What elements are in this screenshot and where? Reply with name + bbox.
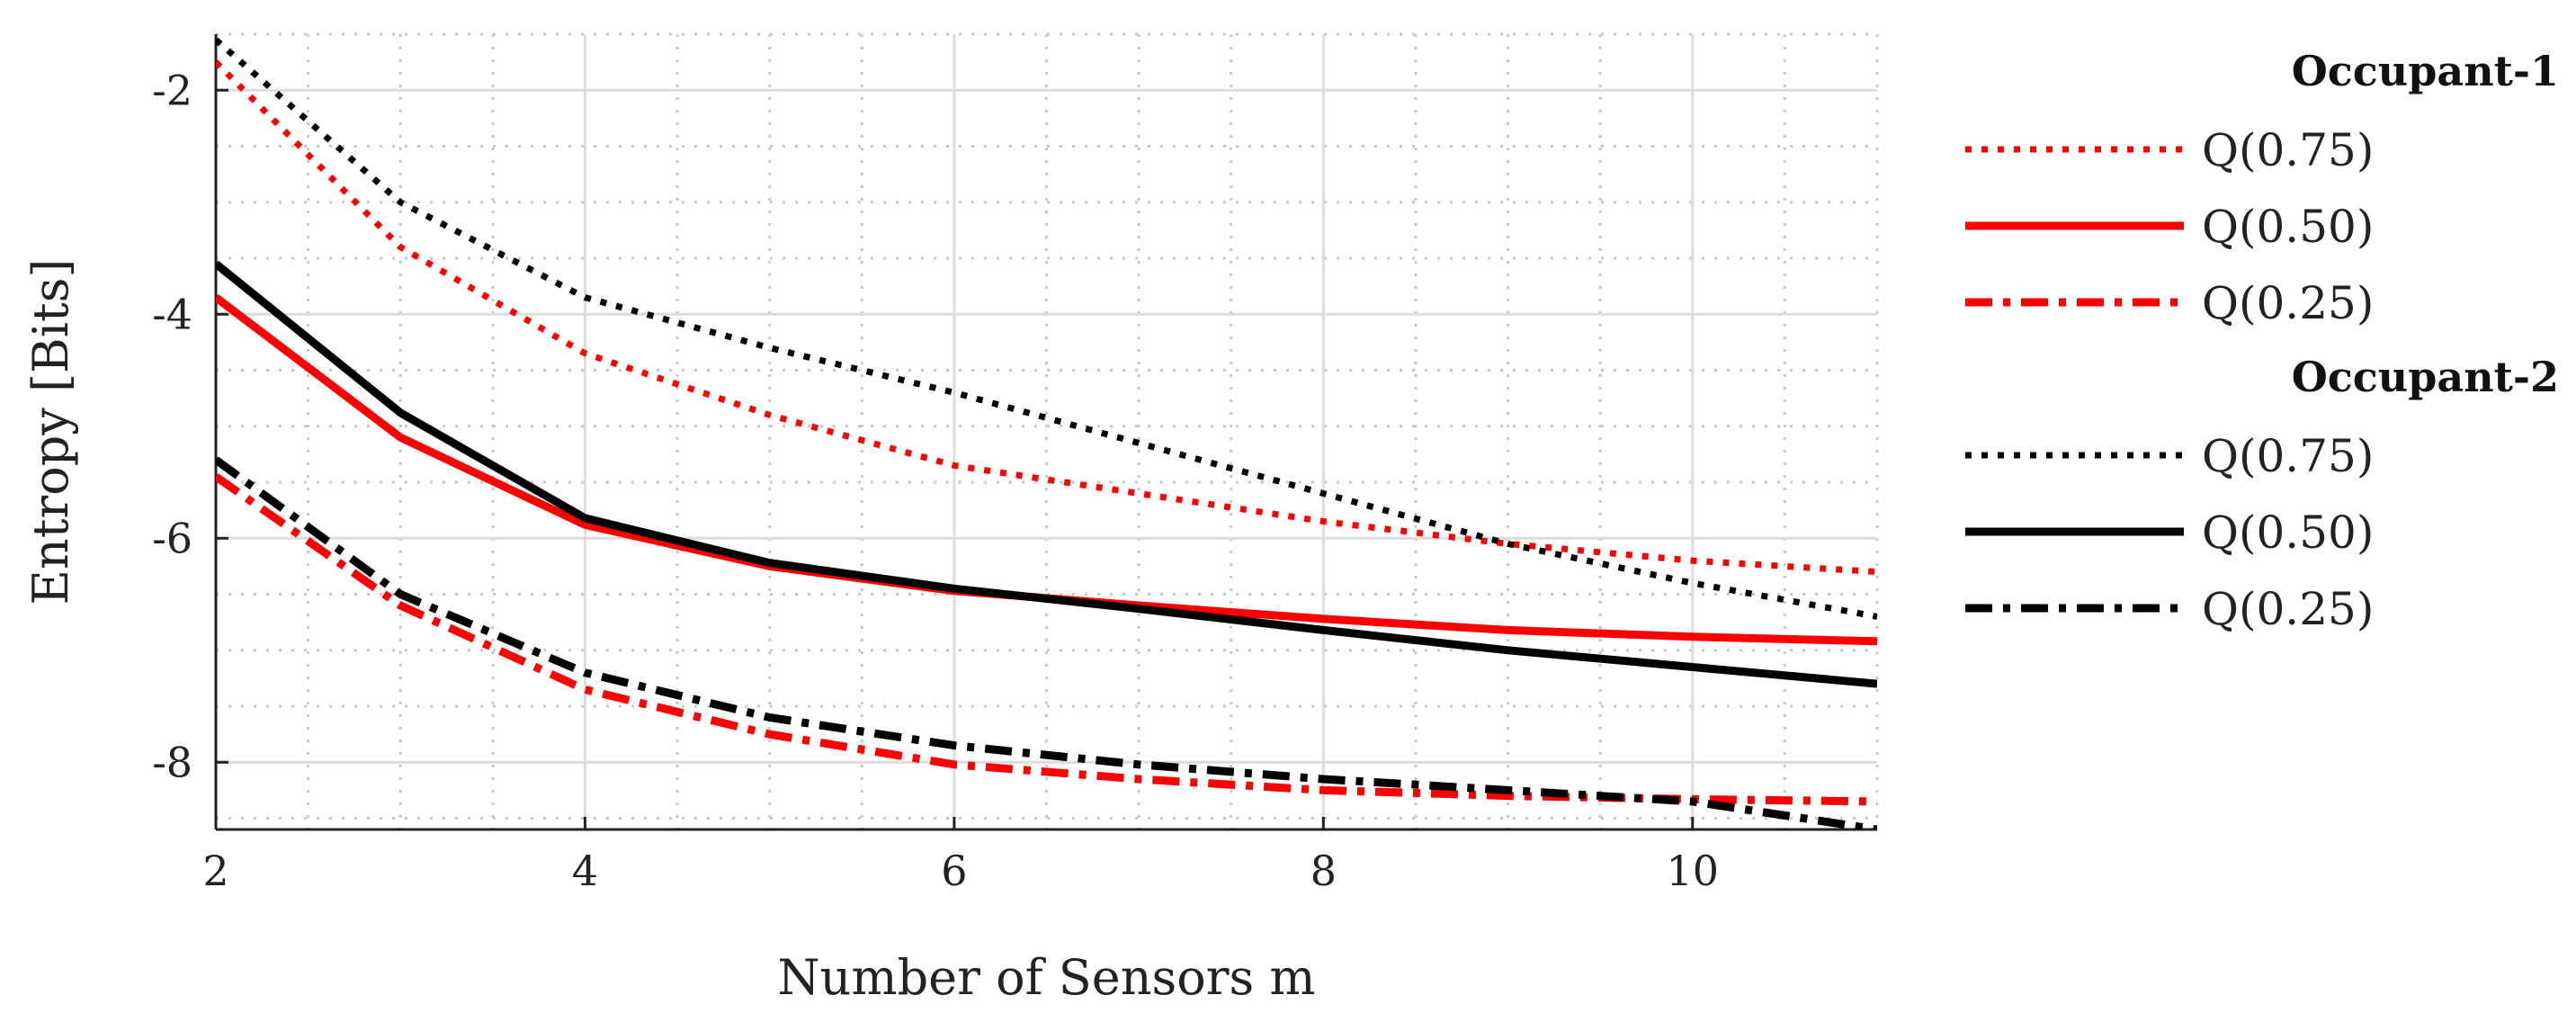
legend-label: Q(0.75) xyxy=(2202,430,2374,482)
y-axis-title: Entropy [Bits] xyxy=(22,259,79,605)
x-axis-ticks: 2 4 6 8 10 xyxy=(202,817,1719,895)
legend-group-title: Occupant-2 xyxy=(2292,353,2559,401)
x-tick-label: 2 xyxy=(202,847,228,895)
x-tick-label: 4 xyxy=(572,847,598,895)
x-tick-label: 10 xyxy=(1667,847,1720,895)
grid xyxy=(214,32,1879,829)
y-axis-ticks: -2 -4 -6 -8 xyxy=(152,66,228,786)
legend-label: Q(0.25) xyxy=(2202,583,2374,635)
x-tick-label: 8 xyxy=(1310,847,1337,895)
series-line-occupant-2-dashdot xyxy=(216,456,1877,829)
series-line-occupant-1-dotted xyxy=(216,59,1877,576)
series-line-occupant-2-dotted xyxy=(216,37,1877,620)
legend-group-title: Occupant-1 xyxy=(2292,47,2559,95)
legend-label: Q(0.25) xyxy=(2202,277,2374,329)
legend-label: Q(0.50) xyxy=(2202,507,2374,559)
x-tick-label: 6 xyxy=(941,847,967,895)
series-lines xyxy=(216,37,1877,829)
legend-label: Q(0.75) xyxy=(2202,124,2374,176)
y-tick-label: -4 xyxy=(152,290,192,338)
legend: Occupant-1 Q(0.75) Q(0.50) Q(0.25) Occupant-… xyxy=(1965,47,2559,635)
y-tick-label: -2 xyxy=(152,66,192,114)
legend-label: Q(0.50) xyxy=(2202,201,2374,253)
axes xyxy=(214,34,1877,831)
series-line-occupant-2-solid xyxy=(216,260,1877,688)
x-axis-title: Number of Sensors m xyxy=(777,949,1315,1006)
y-tick-label: -6 xyxy=(152,514,192,562)
y-tick-label: -8 xyxy=(152,738,192,786)
